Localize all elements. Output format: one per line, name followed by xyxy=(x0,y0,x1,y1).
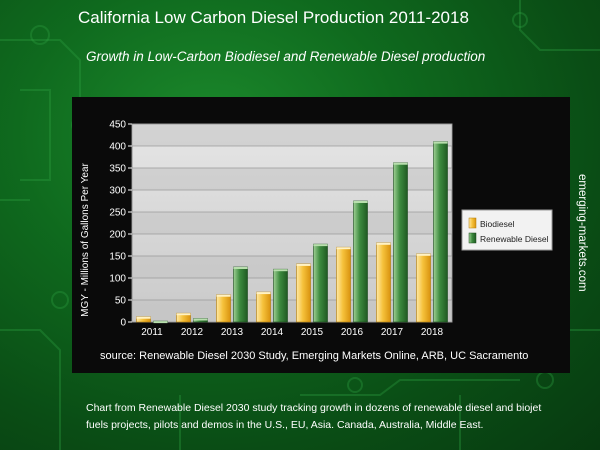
bar-renewable-diesel-top xyxy=(433,141,448,144)
y-tick-label: 200 xyxy=(109,230,126,241)
y-tick-label: 50 xyxy=(115,296,127,307)
bar-biodiesel-top xyxy=(136,316,151,319)
bar-biodiesel-top xyxy=(296,263,311,266)
bars xyxy=(136,141,448,324)
bar-renewable-diesel-top xyxy=(153,321,168,324)
bar-renewable-diesel-top xyxy=(353,201,368,203)
bar-renewable-diesel xyxy=(433,141,448,323)
bar-renewable-diesel xyxy=(273,268,288,323)
y-tick-label: 450 xyxy=(109,120,126,131)
bar-biodiesel-top xyxy=(216,294,231,297)
bar-biodiesel-top xyxy=(176,313,191,316)
bar-biodiesel xyxy=(256,291,271,323)
bar-renewable-diesel-top xyxy=(233,267,248,269)
x-tick-label: 2018 xyxy=(421,327,444,338)
bar-renewable-diesel-top xyxy=(273,269,288,272)
grid-band xyxy=(132,300,452,322)
legend-swatch-biodiesel xyxy=(468,217,477,229)
y-tick-label: 0 xyxy=(120,318,126,329)
grid-band xyxy=(132,124,452,146)
legend-label-renewable-diesel: Renewable Diesel xyxy=(480,234,549,244)
bar-biodiesel-top xyxy=(336,247,351,250)
bar-biodiesel-top xyxy=(376,242,391,245)
bar-renewable-diesel-top xyxy=(393,162,408,165)
bar-biodiesel-top xyxy=(416,253,431,256)
grid-band xyxy=(132,212,452,234)
x-tick-label: 2014 xyxy=(261,327,284,338)
y-tick-label: 150 xyxy=(109,252,126,263)
x-tick-label: 2012 xyxy=(181,327,204,338)
axis-ticks: 0 50 100 150 200 250 300 350 400 450 2011 2012 2013 2… xyxy=(109,120,443,339)
legend: Biodiesel Renewable Diesel xyxy=(461,209,553,251)
bar-biodiesel xyxy=(416,253,431,323)
description-text: Chart from Renewable Diesel 2030 study t… xyxy=(86,402,542,431)
bar-biodiesel xyxy=(296,263,311,323)
bar-renewable-diesel-top xyxy=(193,318,208,321)
bar-renewable-diesel xyxy=(353,200,368,323)
x-tick-label: 2015 xyxy=(301,327,324,338)
legend-swatch-renewable-diesel xyxy=(468,232,477,244)
x-tick-label: 2017 xyxy=(381,327,404,338)
source-note: source: Renewable Diesel 2030 Study, Eme… xyxy=(100,350,529,362)
grid-band xyxy=(132,256,452,278)
bar-biodiesel xyxy=(216,294,231,323)
x-tick-label: 2011 xyxy=(141,327,163,338)
side-watermark: emerging-markets.com xyxy=(576,174,588,292)
bar-renewable-diesel xyxy=(393,162,408,323)
bar-biodiesel xyxy=(336,246,351,323)
y-tick-label: 400 xyxy=(109,142,126,153)
bar-biodiesel-top xyxy=(256,292,271,295)
y-tick-label: 350 xyxy=(109,164,126,175)
chart-title: California Low Carbon Diesel Production … xyxy=(78,8,469,27)
legend-label-biodiesel: Biodiesel xyxy=(480,219,515,229)
grid-lines xyxy=(132,123,452,323)
bar-renewable-diesel xyxy=(233,266,248,323)
x-tick-label: 2016 xyxy=(341,327,364,338)
grid-band xyxy=(132,168,452,190)
bar-renewable-diesel-top xyxy=(313,244,328,247)
bar-biodiesel xyxy=(376,242,391,323)
y-tick-label: 250 xyxy=(109,208,126,219)
y-tick-label: 100 xyxy=(109,274,126,285)
y-axis-label: MGY - Millions of Gallons Per Year xyxy=(80,162,91,316)
bar-renewable-diesel xyxy=(313,243,328,323)
x-tick-label: 2013 xyxy=(221,327,244,338)
y-tick-label: 300 xyxy=(109,186,126,197)
chart-subtitle: Growth in Low-Carbon Biodiesel and Renew… xyxy=(86,49,486,64)
